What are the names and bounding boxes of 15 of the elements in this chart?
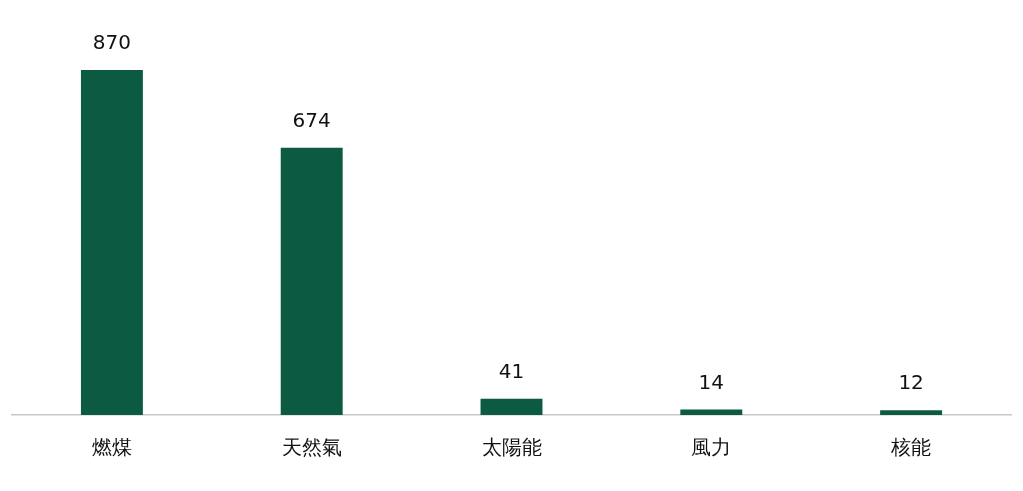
bar (880, 410, 943, 415)
data-label: 12 (898, 370, 924, 395)
data-label: 674 (292, 107, 331, 132)
bar (280, 147, 343, 415)
bar (680, 409, 743, 415)
x-tick-label: 天然氣 (281, 435, 342, 460)
x-tick-label: 核能 (890, 435, 932, 460)
x-tick-label: 太陽能 (481, 435, 542, 460)
x-tick-label: 燃煤 (91, 435, 132, 460)
x-tick-label: 風力 (691, 435, 732, 460)
bar (80, 69, 143, 415)
data-label: 41 (498, 358, 525, 383)
bar (480, 398, 543, 415)
data-label: 14 (698, 369, 725, 394)
data-label: 870 (92, 30, 131, 55)
